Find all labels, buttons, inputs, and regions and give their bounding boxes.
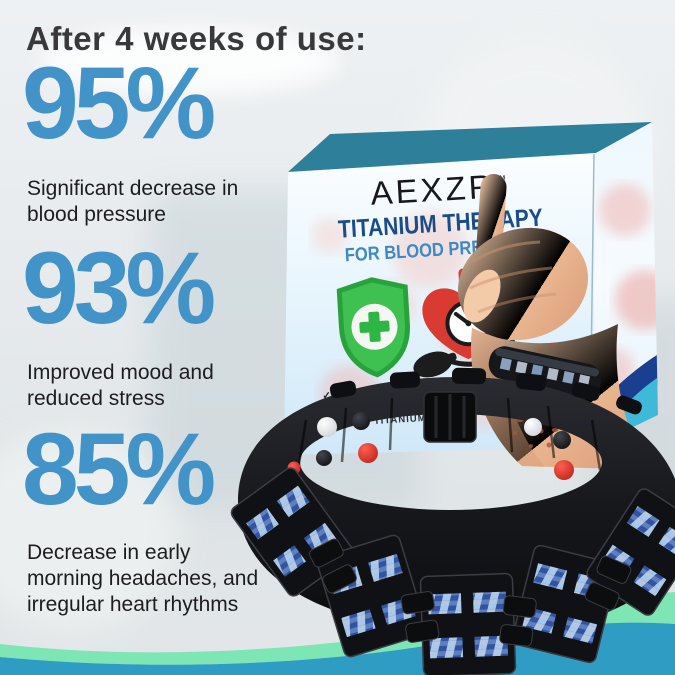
box-lid-top [288, 122, 652, 172]
background-blur-blob [0, 430, 180, 630]
trademark-symbol: ™ [494, 173, 507, 187]
shield-cross-icon [336, 277, 410, 378]
box-front-print: AEXZR™ TITANIUM THERAPY FOR BLOOD PRESSU… [299, 153, 590, 431]
stat-caption-93: Improved mood and reduced stress [27, 361, 214, 411]
checkmark-icon: ✓ [323, 404, 334, 416]
stat-caption-85: Decrease in early morning headaches, and… [27, 541, 259, 617]
feature-label: FAR INFRARED [339, 399, 423, 415]
stat-value-85: 85% [22, 412, 216, 526]
stat-value-95: 95% [22, 46, 216, 160]
stat-caption-95: Significant decrease in blood pressure [27, 177, 239, 227]
heart-pressure-gauge-icon [413, 268, 515, 378]
box-icons [336, 268, 515, 378]
background-glow [40, 28, 340, 94]
brand-name: AEXZR [369, 167, 497, 212]
headline: After 4 weeks of use: [26, 20, 367, 57]
stat-value-93: 93% [22, 231, 216, 345]
checkmark-icon: ✓ [322, 390, 333, 402]
checkmark-icon: ✓ [323, 418, 334, 430]
